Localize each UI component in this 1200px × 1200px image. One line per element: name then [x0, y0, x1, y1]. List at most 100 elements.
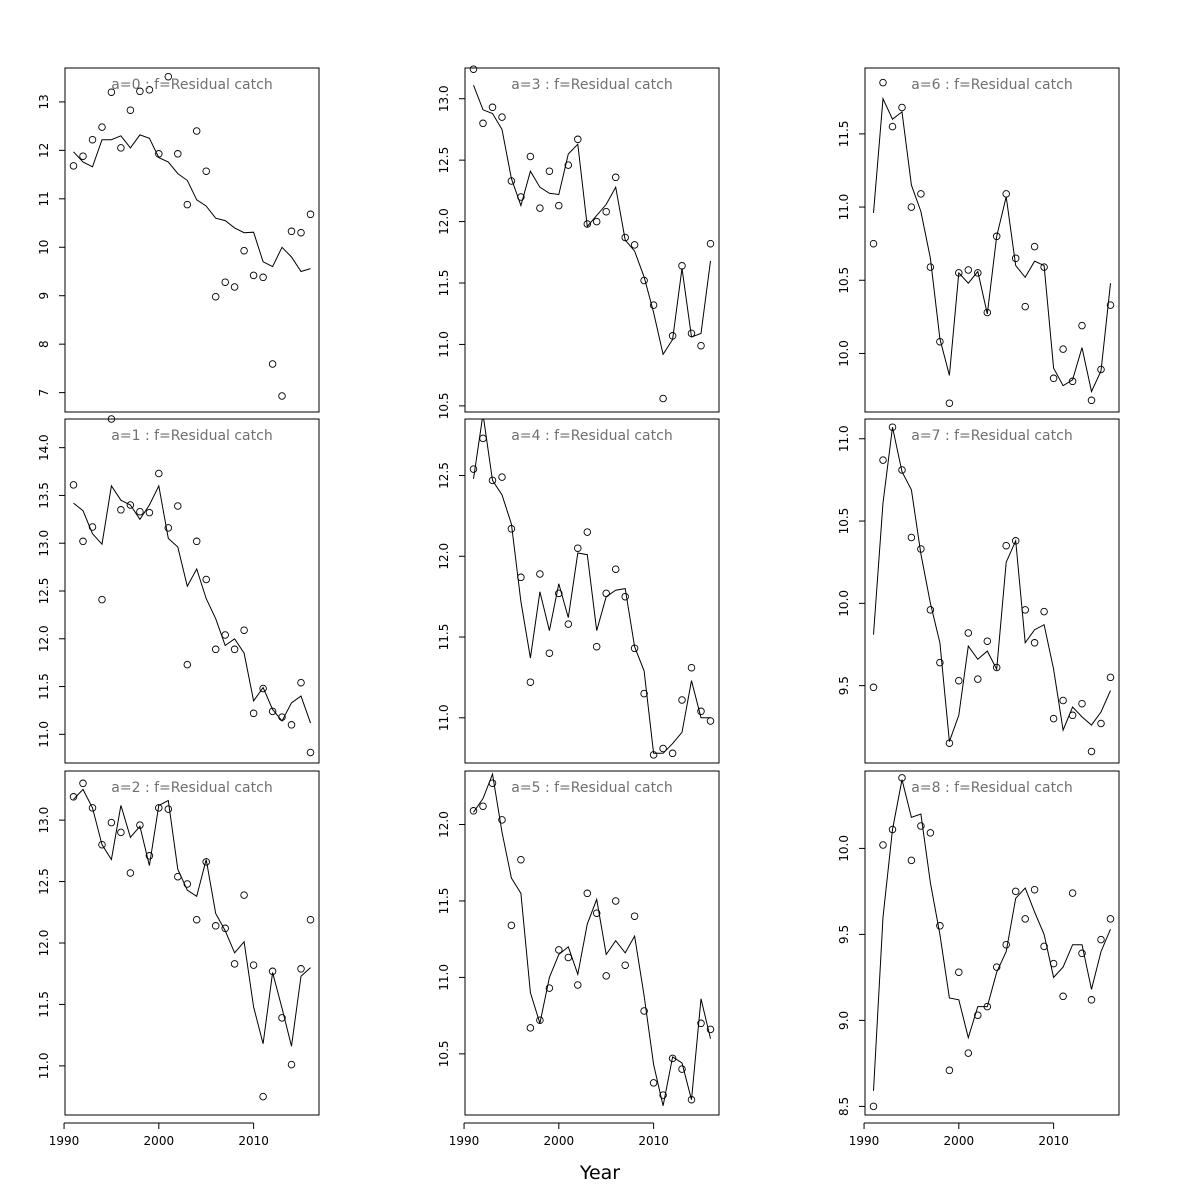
observed-point [117, 506, 125, 514]
observed-point [306, 210, 315, 219]
panel-frame [864, 418, 1120, 764]
observed-point [592, 909, 601, 917]
y-tick-label: 9 [37, 292, 51, 300]
observed-point [1087, 396, 1096, 405]
observed-point [98, 595, 106, 604]
observed-point [630, 912, 639, 920]
observed-point [469, 65, 478, 73]
observed-point [297, 678, 305, 687]
observed-point [240, 246, 248, 255]
observed-point [1068, 889, 1077, 897]
observed-point [1068, 711, 1077, 720]
observed-point [1049, 714, 1058, 723]
observed-point [879, 78, 887, 87]
observed-point [992, 663, 1001, 672]
observed-point [936, 922, 944, 930]
observed-point [678, 1065, 686, 1073]
y-tick-label: 10.0 [837, 340, 851, 367]
observed-point [678, 262, 686, 270]
observed-point [498, 113, 506, 121]
y-tick-label: 9.5 [837, 676, 851, 695]
observed-point [964, 266, 973, 274]
panel-frame [64, 67, 320, 413]
observed-point [574, 135, 582, 144]
observed-point [668, 1054, 677, 1063]
y-tick-label: 13.0 [37, 807, 51, 834]
observed-point [164, 524, 173, 532]
observed-point [659, 744, 667, 753]
observed-point [297, 965, 305, 973]
panel-a8: 8.5 9.0 9.5 10.0 1990 2000 2010 a=8 : f=Residua… [837, 770, 1120, 1148]
observed-point [649, 1079, 658, 1087]
observed-point [306, 915, 315, 924]
observed-point [1030, 885, 1039, 894]
y-tick-label: 11.5 [437, 624, 451, 651]
observed-point [259, 1092, 267, 1101]
observed-point [879, 841, 887, 849]
panel-title: a=4 : f=Residual catch [511, 428, 672, 444]
y-tick-label: 10.0 [837, 835, 851, 862]
observed-point [536, 1016, 544, 1024]
observed-point [898, 774, 906, 782]
observed-point [98, 123, 106, 131]
x-tick-label: 2000 [944, 1134, 975, 1148]
panel-a7: 9.5 10.0 10.5 11.0 a=7 : f=Residual catch [837, 418, 1120, 764]
observed-point [145, 86, 154, 94]
observed-point [659, 1091, 667, 1099]
observed-point [249, 271, 258, 280]
panel-frame [464, 770, 720, 1116]
y-tick-label: 8.5 [837, 1097, 851, 1116]
y-tick-label: 11.0 [437, 964, 451, 991]
y-tick-label: 12.0 [37, 625, 51, 652]
observed-point [136, 821, 144, 829]
observed-point [202, 575, 210, 584]
observed-point [983, 637, 992, 645]
observed-point [574, 981, 582, 989]
x-tick-label: 2010 [1038, 1134, 1069, 1148]
observed-point [687, 1095, 696, 1104]
y-tick-label: 10.5 [437, 392, 451, 419]
y-tick-label: 13.0 [37, 530, 51, 557]
plot-area [873, 96, 1111, 394]
panel-title: a=8 : f=Residual catch [911, 780, 1072, 796]
observed-point [706, 239, 715, 248]
observed-point [69, 793, 78, 801]
plot-area [873, 427, 1111, 742]
observed-point [69, 162, 78, 170]
x-tick-label: 2010 [638, 1134, 669, 1148]
observed-point [678, 696, 686, 704]
panel-a1: 11.0 11.5 12.0 12.5 13.0 13.5 14.0 a=1 : f=Resi… [37, 415, 320, 764]
panel-title: a=6 : f=Residual catch [911, 77, 1072, 93]
panel-a6: 10.0 10.5 11.0 11.5 a=6 : f=Residual catch [837, 67, 1120, 413]
observed-point [488, 103, 497, 112]
observed-point [1078, 949, 1086, 958]
y-tick-label: 11.5 [37, 673, 51, 700]
observed-point [1097, 365, 1105, 374]
y-tick-label: 11.5 [37, 991, 51, 1018]
y-tick-label: 11.0 [437, 704, 451, 731]
observed-point [1059, 992, 1067, 1001]
observed-point [974, 675, 982, 683]
observed-point [898, 466, 906, 474]
panel-title: a=3 : f=Residual catch [511, 77, 672, 93]
panel-title: a=1 : f=Residual catch [111, 428, 272, 444]
plot-area [473, 419, 711, 754]
observed-point [230, 960, 239, 968]
observed-point [183, 880, 192, 888]
fitted-line [873, 96, 1111, 394]
fitted-line [73, 134, 311, 273]
observed-point [1049, 374, 1058, 383]
observed-point [649, 301, 658, 309]
observed-point [1068, 377, 1077, 386]
observed-point [164, 805, 173, 813]
fitted-line [73, 484, 311, 724]
observed-point [240, 891, 248, 899]
observed-point [479, 434, 487, 443]
fitted-line [873, 427, 1111, 742]
observed-point [221, 924, 229, 933]
observed-point [526, 152, 535, 161]
y-tick-label: 11.0 [437, 331, 451, 358]
plot-area [73, 788, 311, 1047]
observed-point [1097, 935, 1105, 944]
